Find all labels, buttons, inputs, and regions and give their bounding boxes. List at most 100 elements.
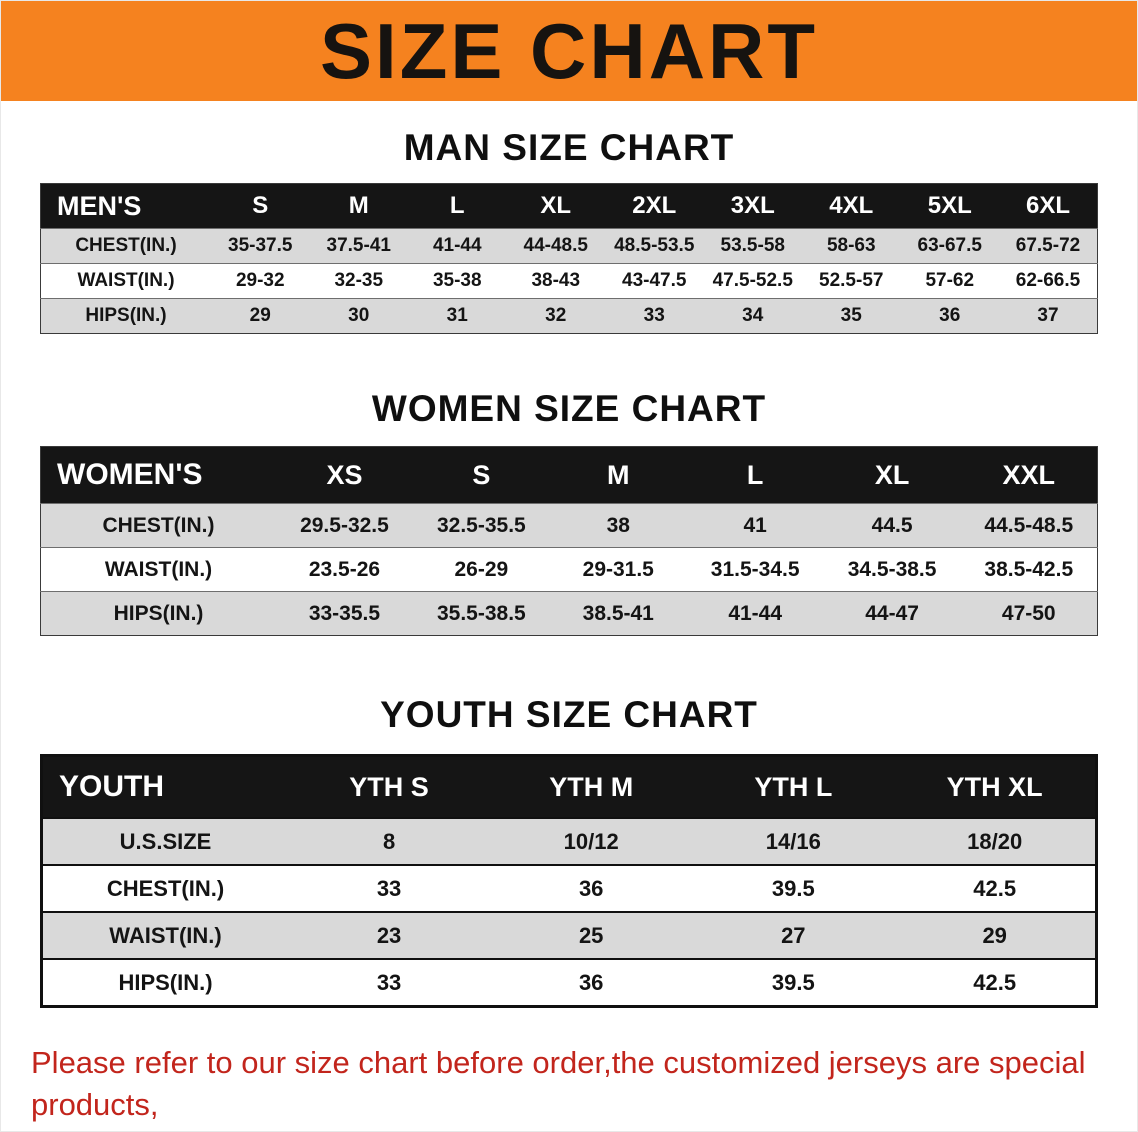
table-cell: 29 [982,922,1007,948]
women-size-table: WOMEN'S XS S M L XL XXL CHEST(IN.) 29.5-32.5 32.5… [40,446,1098,636]
header-row: YOUTH YTH S YTH M YTH L YTH XL [41,755,1097,818]
table-cell: 58-63 [826,235,876,256]
men-size-table: MEN'S S M L XL 2XL 3XL 4XL 5XL 6XL CHEST(IN.) 35-37… [40,183,1098,334]
table-row: WAIST(IN.) 23 25 27 29 [41,912,1097,959]
column-header: S [412,446,550,504]
column-header: 2XL [605,183,704,229]
table-row: U.S.SIZE 8 10/12 14/16 18/20 [41,818,1097,865]
row-label: U.S.SIZE [119,828,212,854]
banner: SIZE CHART [1,1,1137,101]
header-row: MEN'S S M L XL 2XL 3XL 4XL 5XL 6XL [40,183,1098,229]
table-cell: 27 [781,922,806,948]
table-cell: 26-29 [454,557,509,581]
table-cell: 62-66.5 [1015,270,1081,291]
row-label: HIPS(IN.) [113,601,204,625]
row-label: HIPS(IN.) [85,305,167,326]
table-cell: 29-32 [235,270,285,291]
column-header: 4XL [802,183,901,229]
table-cell: 52.5-57 [819,270,884,291]
table-cell: 32 [545,305,567,326]
table-cell: 48.5-53.5 [614,235,695,256]
women-section-heading: WOMEN SIZE CHART [371,388,767,429]
table-cell: 34.5-38.5 [847,557,937,581]
table-cell: 44-47 [865,601,919,625]
table-cell: 63-67.5 [917,235,982,256]
table-cell: 33 [376,875,402,901]
youth-size-table: YOUTH YTH S YTH M YTH L YTH XL U.S.SIZE 8 10/12… [40,754,1098,1008]
footer: Please refer to our size chart before or… [1,1042,1137,1131]
header-row: WOMEN'S XS S M L XL XXL [40,446,1098,504]
table-cell: 44.5 [871,513,913,537]
table-cell: 38.5-41 [582,601,654,625]
row-label: WAIST(IN.) [104,557,213,581]
table-row: CHEST(IN.) 33 36 39.5 42.5 [41,865,1097,912]
table-row: CHEST(IN.) 29.5-32.5 32.5-35.5 38 41 44.5 44.5… [40,503,1098,548]
column-header: L [408,183,507,229]
table-cell: 53.5-58 [720,235,785,256]
table-cell: 36 [939,305,961,326]
table-cell: 8 [382,828,396,854]
column-header: S [211,183,310,229]
table-row: WAIST(IN.) 23.5-26 26-29 29-31.5 31.5-34.5 34… [40,547,1098,592]
table-cell: 47-50 [1001,601,1056,625]
table-row: HIPS(IN.) 33-35.5 35.5-38.5 38.5-41 41-44 44-… [40,591,1098,636]
disclaimer-note: Please refer to our size chart before or… [1,1042,1137,1131]
table-cell: 44.5-48.5 [984,513,1074,537]
table-cell: 33-35.5 [308,601,381,625]
table-cell: 44-48.5 [523,235,588,256]
table-cell: 36 [578,875,604,901]
column-header: XL [823,446,961,504]
column-header: 6XL [999,183,1098,229]
table-cell: 31.5-34.5 [710,557,800,581]
table-title-cell: WOMEN'S [40,446,276,504]
table-cell: 37 [1037,305,1059,326]
table-cell: 42.5 [973,969,1017,995]
table-cell: 39.5 [771,969,815,995]
row-label: WAIST(IN.) [77,270,175,291]
disclaimer-line-2: we don't accept cancel, change, teturn o… [31,1129,1088,1131]
table-title-cell: YOUTH [41,755,288,818]
row-label: HIPS(IN.) [118,969,213,995]
table-cell: 23.5-26 [308,557,381,581]
table-cell: 14/16 [765,828,821,854]
youth-section-heading: YOUTH SIZE CHART [380,694,758,735]
table-cell: 42.5 [973,875,1017,901]
table-cell: 38-43 [531,270,581,291]
table-cell: 38.5-42.5 [984,557,1074,581]
table-cell: 37.5-41 [326,235,391,256]
row-label: CHEST(IN.) [102,513,215,537]
table-cell: 30 [348,305,370,326]
column-header: XS [276,446,413,504]
table-cell: 41-44 [728,601,783,625]
table-cell: 10/12 [563,828,619,854]
table-cell: 38 [606,513,630,537]
column-header: L [686,446,824,504]
row-label: CHEST(IN.) [75,235,177,256]
table-row: CHEST(IN.) 35-37.5 37.5-41 41-44 44-48.5 48.5… [40,228,1098,264]
row-label: WAIST(IN.) [109,922,222,948]
table-cell: 57-62 [925,270,975,291]
table-row: HIPS(IN.) 33 36 39.5 42.5 [41,959,1097,1007]
table-cell: 35-38 [432,270,482,291]
column-header: YTH S [288,755,491,818]
table-cell: 29.5-32.5 [300,513,389,537]
table-cell: 29 [249,305,271,326]
column-header: 5XL [900,183,999,229]
table-cell: 36 [578,969,604,995]
table-cell: 41 [743,513,767,537]
column-header: M [549,446,687,504]
men-section: MAN SIZE CHART MEN'S S M L XL 2XL 3XL 4XL 5XL 6XL… [1,127,1137,334]
table-cell: 18/20 [967,828,1023,854]
table-cell: 32.5-35.5 [436,513,526,537]
table-row: WAIST(IN.) 29-32 32-35 35-38 38-43 43-47.5 47.… [40,263,1098,299]
women-section: WOMEN SIZE CHART WOMEN'S XS S M L XL XXL CHEST(… [1,388,1137,636]
table-cell: 31 [446,305,468,326]
table-cell: 32-35 [334,270,384,291]
table-cell: 29-31.5 [582,557,654,581]
table-cell: 41-44 [432,235,482,256]
youth-section: YOUTH SIZE CHART YOUTH YTH S YTH M YTH L YTH… [1,694,1137,1008]
disclaimer-line-1: Please refer to our size chart before or… [31,1045,1086,1122]
column-header: XL [506,183,605,229]
column-header: 3XL [703,183,802,229]
